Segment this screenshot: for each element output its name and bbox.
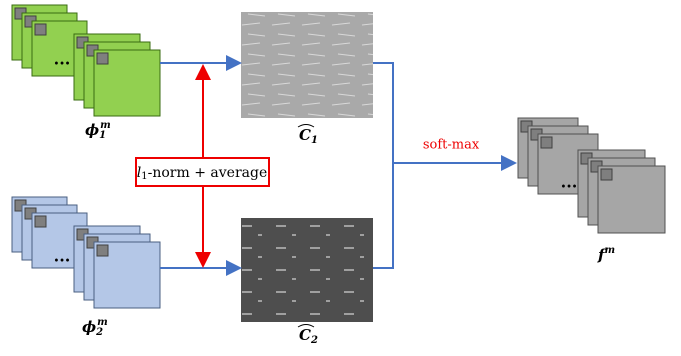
card-icon <box>601 169 612 180</box>
diagram: ......... l1-norm + average soft-max ϕ1m… <box>0 0 681 352</box>
input-label: ϕ1m <box>85 120 111 141</box>
ellipsis: ... <box>54 50 71 69</box>
map-label: C2 <box>299 326 318 346</box>
ellipsis: ... <box>54 247 71 266</box>
map-c2 <box>241 218 373 322</box>
card-icon <box>541 137 552 148</box>
input-label: ϕ2m <box>82 317 108 338</box>
card-icon <box>35 24 46 35</box>
ellipsis: ... <box>561 173 578 192</box>
map-c1 <box>241 12 373 118</box>
card-icon <box>97 53 108 64</box>
output-label: fm <box>597 245 615 265</box>
fusion-label: soft-max <box>423 138 480 153</box>
map-label: C1 <box>299 126 318 146</box>
card-icon <box>97 245 108 256</box>
card-icon <box>35 216 46 227</box>
operation-label: l1-norm + average <box>137 165 267 182</box>
